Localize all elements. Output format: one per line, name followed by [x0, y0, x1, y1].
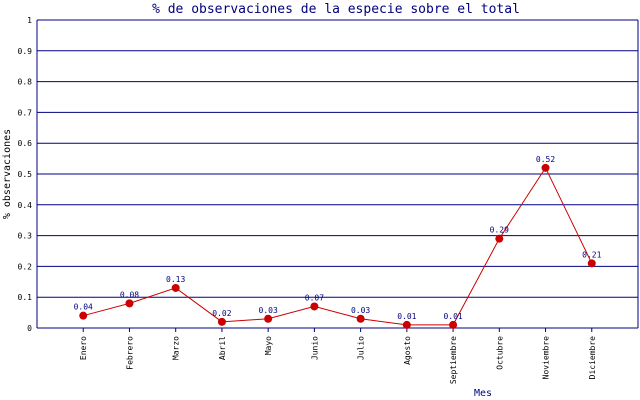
point [449, 320, 458, 329]
x-tick-label: Junio [310, 336, 319, 360]
point [402, 320, 411, 329]
point [495, 234, 504, 243]
x-tick-label: Octubre [495, 336, 504, 370]
data-label: 0.04 [74, 303, 93, 312]
x-tick-label: Septiembre [449, 336, 458, 384]
data-label: 0.08 [120, 290, 139, 299]
x-tick-label: Julio [357, 336, 366, 360]
x-tick-label: Febrero [125, 336, 134, 370]
y-tick-label: 0.7 [18, 108, 33, 117]
y-tick-label: 0.4 [18, 201, 33, 210]
x-tick-label: Marzo [172, 336, 181, 360]
x-axis-label: Mes [474, 388, 492, 399]
point [310, 302, 319, 311]
point [171, 283, 180, 292]
point [264, 314, 273, 323]
line [83, 166, 593, 326]
data-label: 0.29 [490, 226, 509, 235]
y-axis-label: % observaciones [2, 129, 13, 219]
x-tick-label: Mayo [264, 336, 273, 355]
point [541, 163, 550, 172]
data-label: 0.21 [582, 250, 601, 259]
point [79, 311, 88, 320]
data-label: 0.02 [212, 309, 231, 318]
data-label: 0.13 [166, 275, 185, 284]
data-label: 0.03 [259, 306, 278, 315]
x-tick-label: Noviembre [542, 336, 551, 380]
x-tick-label: Diciembre [588, 336, 597, 380]
point [587, 259, 596, 268]
data-label: 0.07 [305, 293, 324, 302]
point [217, 317, 226, 326]
y-tick-label: 0.9 [18, 47, 33, 56]
data-label: 0.01 [443, 312, 462, 321]
x-tick-label: Enero [79, 336, 88, 360]
point [125, 299, 134, 308]
data-label: 0.52 [536, 155, 555, 164]
x-tick-label: Agosto [403, 336, 412, 365]
y-tick-label: 0.6 [18, 139, 33, 148]
y-tick-label: 0.3 [18, 232, 33, 241]
data-label: 0.03 [351, 306, 370, 315]
point [356, 314, 365, 323]
y-tick-label: 0.2 [18, 262, 33, 271]
y-tick-label: 0.8 [18, 78, 33, 87]
y-tick-label: 1 [27, 16, 32, 25]
x-tick-label: Abril [218, 336, 227, 360]
y-tick-label: 0.1 [18, 293, 33, 302]
y-tick-label: 0.5 [18, 170, 33, 179]
data-label: 0.01 [397, 312, 416, 321]
chart-title: % de observaciones de la especie sobre e… [152, 2, 520, 17]
y-tick-label: 0 [27, 324, 32, 333]
